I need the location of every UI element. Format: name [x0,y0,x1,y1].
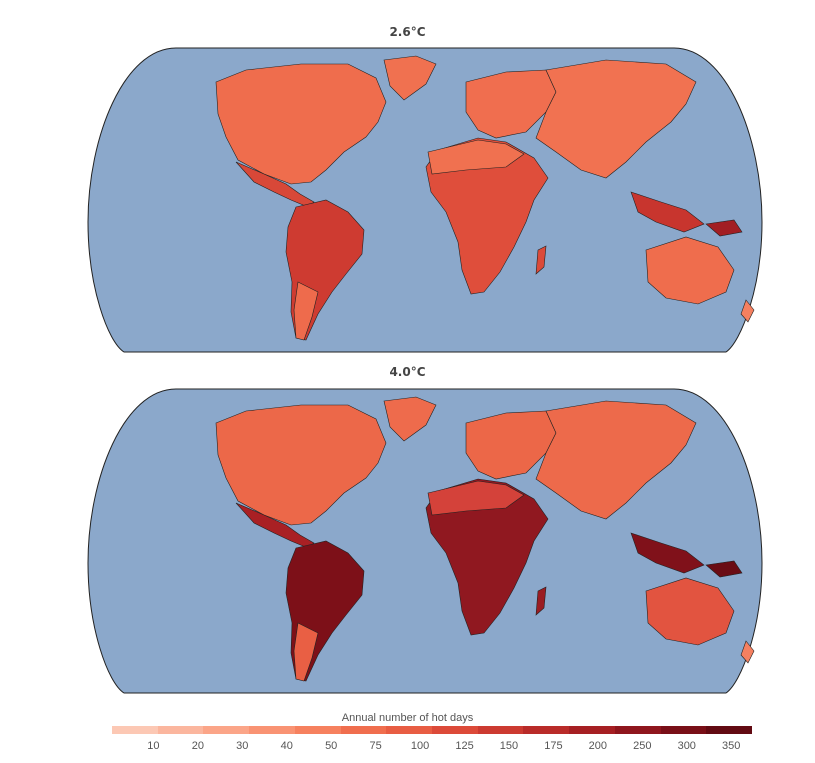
southeast-asia [630,532,705,574]
colorbar-swatch [523,726,570,734]
colorbar-ticks: 10 20 30 40 50 75 100 125 150 175 200 250 300 350 [112,740,752,754]
colorbar-swatch [477,726,524,734]
colorbar-swatch [340,726,387,734]
colorbar [112,726,753,734]
asia [535,59,697,179]
australia [645,236,735,305]
new-guinea [705,219,743,237]
colorbar-tick-label: 175 [544,740,563,752]
australia [645,577,735,646]
colorbar-tick-label: 300 [677,740,696,752]
madagascar [535,245,547,275]
colorbar-swatch [660,726,707,734]
colorbar-tick-label: 40 [280,740,293,752]
north-africa [427,480,525,516]
colorbar-swatch [569,726,615,734]
southern-cone [293,622,319,682]
greenland [383,396,437,442]
new-zealand [740,299,755,323]
new-zealand [740,640,755,664]
world-map-2-6c [87,47,763,353]
north-america [215,63,387,185]
colorbar-swatch [203,726,250,734]
new-guinea [705,560,743,578]
colorbar-tick-label: 10 [147,740,160,752]
legend-title: Annual number of hot days [341,712,474,724]
greenland [383,55,437,101]
world-map-4-0c [87,388,763,694]
colorbar-tick-label: 50 [325,740,338,752]
colorbar-tick-label: 125 [455,740,474,752]
colorbar-swatch [386,726,433,734]
colorbar-tick-label: 150 [499,740,519,752]
colorbar-tick-label: 200 [588,740,608,752]
north-africa [427,139,525,175]
colorbar-swatch [249,726,295,734]
europe [465,69,557,139]
colorbar-swatch [614,726,661,734]
panel-title-4-0c: 4.0°C [389,365,426,379]
madagascar [535,586,547,616]
colorbar-swatch [706,726,753,734]
colorbar-tick-label: 30 [236,740,249,752]
southeast-asia [630,191,705,233]
colorbar-swatch [432,726,478,734]
asia [535,400,697,520]
africa [425,137,549,295]
colorbar-tick-label: 75 [369,740,382,752]
north-america [215,404,387,526]
colorbar-tick-label: 350 [722,740,741,752]
colorbar-swatch [112,726,158,734]
panel-title-2-6c: 2.6°C [389,25,426,39]
colorbar-tick-label: 100 [410,740,430,752]
africa [425,478,549,636]
southern-cone [293,281,319,341]
colorbar-tick-label: 20 [191,740,204,752]
colorbar-swatch [157,726,204,734]
colorbar-swatch [294,726,341,734]
europe [465,410,557,480]
colorbar-tick-label: 250 [633,740,652,752]
